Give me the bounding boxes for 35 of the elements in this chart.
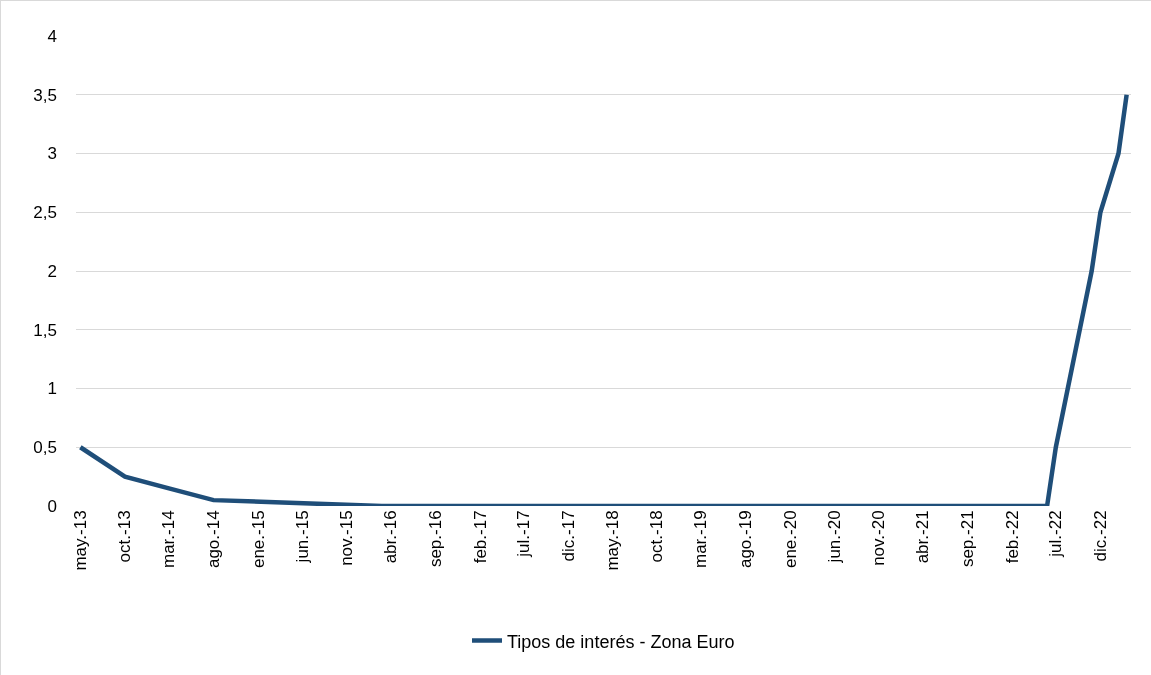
y-tick-label: 0,5 xyxy=(33,438,57,458)
y-tick-label: 0 xyxy=(47,496,57,516)
x-tick-label: ago.-14 xyxy=(204,510,224,569)
x-tick-label: dic.-22 xyxy=(1090,510,1110,562)
x-tick-label: jun.-15 xyxy=(292,510,312,564)
x-tick-label: jul.-22 xyxy=(1046,510,1066,558)
x-tick-label: nov.-20 xyxy=(869,510,889,566)
x-tick-label: ago.-19 xyxy=(736,510,756,569)
x-tick-label: ene.-20 xyxy=(780,510,800,569)
y-tick-label: 3,5 xyxy=(33,85,57,105)
x-tick-label: ene.-15 xyxy=(248,510,268,569)
x-tick-label: feb.-17 xyxy=(470,510,490,564)
x-tick-label: sep.-16 xyxy=(426,510,446,568)
x-tick-label: nov.-15 xyxy=(337,510,357,566)
x-tick-label: may.-13 xyxy=(70,510,90,571)
y-tick-label: 2,5 xyxy=(33,203,57,223)
x-tick-label: feb.-22 xyxy=(1002,510,1022,564)
line-series xyxy=(78,92,1129,506)
x-tick-label: abr.-21 xyxy=(913,510,933,564)
y-tick-label: 1,5 xyxy=(33,320,57,340)
x-tick-label: oct.-18 xyxy=(647,510,667,563)
x-tick-label: sep.-21 xyxy=(958,510,978,568)
legend-label: Tipos de interés - Zona Euro xyxy=(507,631,735,652)
x-tick-label: mar.-14 xyxy=(159,510,179,569)
x-tick-label: jul.-17 xyxy=(514,510,534,558)
x-tick-label: may.-18 xyxy=(602,510,622,571)
y-tick-label: 2 xyxy=(47,261,57,281)
y-tick-label: 1 xyxy=(47,379,57,399)
y-tick-label: 4 xyxy=(47,26,57,46)
x-tick-label: mar.-19 xyxy=(691,510,711,569)
x-tick-label: abr.-16 xyxy=(381,510,401,564)
x-tick-label: oct.-13 xyxy=(115,510,135,563)
y-tick-label: 3 xyxy=(47,144,57,164)
x-tick-label: dic.-17 xyxy=(558,510,578,562)
x-tick-label: jun.-20 xyxy=(824,510,844,564)
